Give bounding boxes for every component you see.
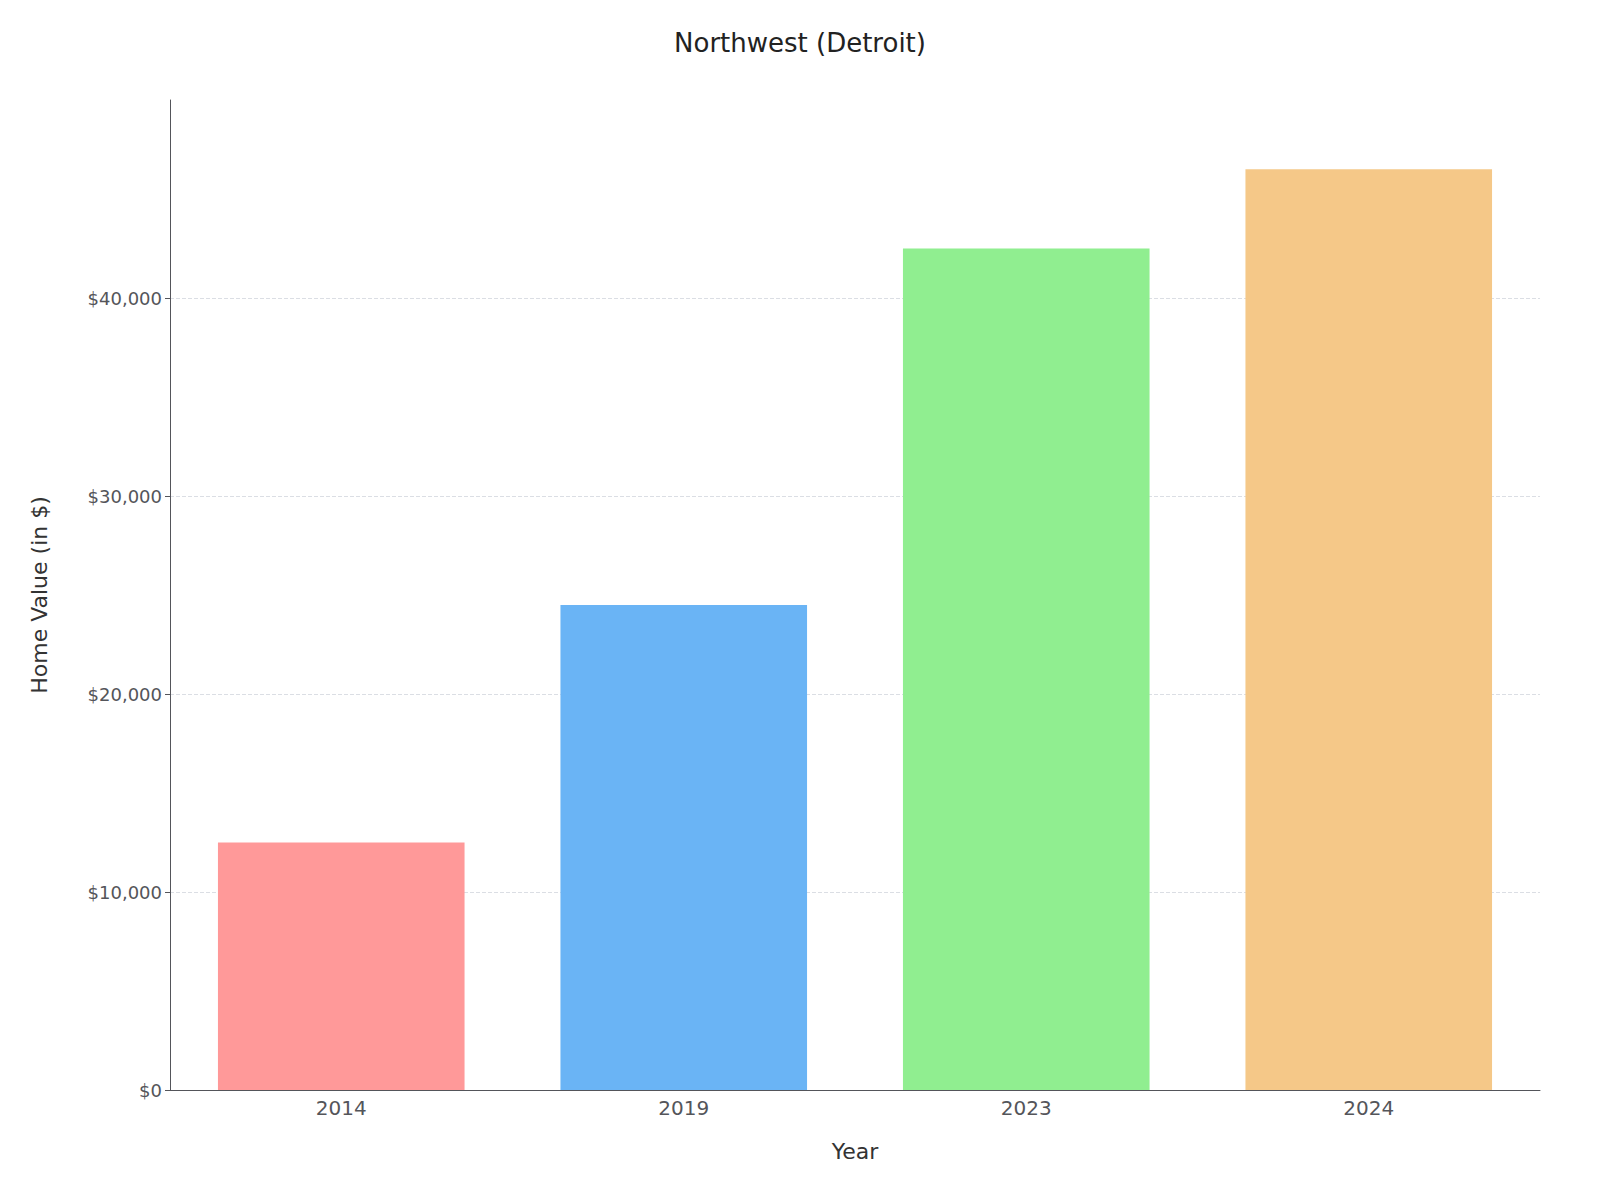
svg-text:$20,000: $20,000: [88, 684, 162, 705]
svg-text:Year: Year: [831, 1139, 880, 1164]
svg-text:2023: 2023: [1001, 1096, 1052, 1120]
svg-text:2014: 2014: [316, 1096, 367, 1120]
svg-text:$40,000: $40,000: [88, 288, 162, 309]
svg-text:$30,000: $30,000: [88, 486, 162, 507]
svg-text:$0: $0: [139, 1080, 162, 1101]
svg-text:Home Value (in $): Home Value (in $): [27, 496, 52, 694]
svg-text:2024: 2024: [1343, 1096, 1394, 1120]
svg-text:$10,000: $10,000: [88, 882, 162, 903]
svg-text:Northwest (Detroit): Northwest (Detroit): [674, 28, 926, 58]
svg-text:2019: 2019: [658, 1096, 709, 1120]
